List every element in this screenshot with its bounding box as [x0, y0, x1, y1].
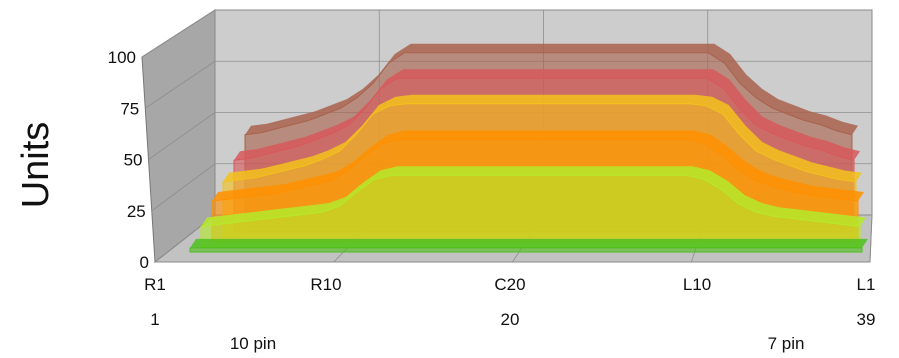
series-top [212, 130, 864, 201]
x-index-label: 1 [150, 310, 159, 329]
annotation-label: 10 pin [230, 334, 276, 353]
gridline [148, 112, 216, 160]
y-axis-label: Units [15, 122, 57, 209]
series-top [201, 166, 866, 227]
series-top [190, 238, 868, 248]
series-band [189, 238, 868, 253]
x-tick-label: C20 [494, 275, 525, 294]
y-tick-label: 100 [108, 48, 136, 67]
x-tick-label: L10 [683, 275, 711, 294]
gridline [151, 163, 216, 212]
gridline [141, 9, 216, 58]
axis-labels: 100 75 50 25 0 R1 1 R10 C20 20 L10 L1 39 10 pin 7 pin [108, 48, 876, 353]
y-tick-label: 25 [127, 202, 146, 221]
gridline [869, 214, 873, 263]
series-band [200, 166, 866, 248]
x-tick-label: L1 [857, 275, 876, 294]
y-tick-label: 50 [124, 151, 143, 170]
x-tick-label: R1 [144, 275, 166, 294]
x-index-label: 39 [857, 310, 876, 329]
series-area [189, 247, 863, 253]
series-layers [189, 43, 868, 253]
y-tick-label: 0 [140, 253, 149, 272]
x-index-label: 20 [501, 310, 520, 329]
gridline [145, 60, 216, 109]
x-tick-label: R10 [310, 275, 341, 294]
annotation-label: 7 pin [768, 334, 805, 353]
y-tick-label: 75 [120, 99, 139, 118]
series-top [223, 94, 862, 182]
